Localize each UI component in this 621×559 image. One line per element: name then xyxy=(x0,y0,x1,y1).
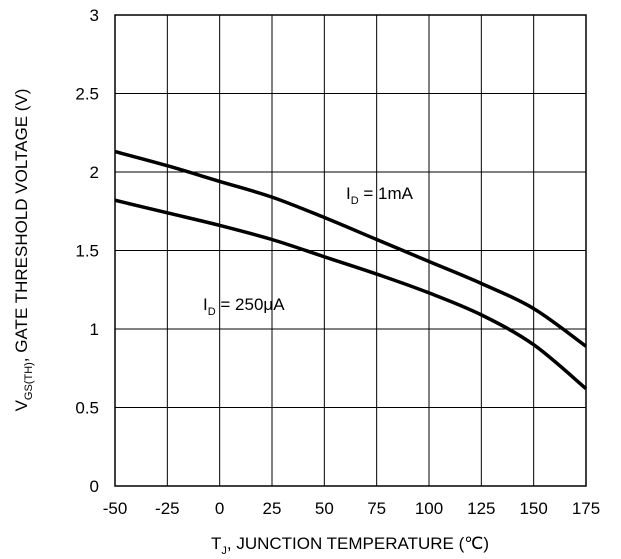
x-axis-label: TJ, JUNCTION TEMPERATURE (℃) xyxy=(211,534,489,557)
annotation-250ua: ID = 250μA xyxy=(203,295,285,318)
x-tick-label: 125 xyxy=(467,499,495,518)
y-tick-label: 0 xyxy=(90,477,99,496)
y-tick-labels: 0 0.5 1 1.5 2 2.5 3 xyxy=(75,6,99,496)
x-tick-label: 25 xyxy=(263,499,282,518)
grid xyxy=(115,15,586,486)
x-tick-label: 100 xyxy=(415,499,443,518)
series-line-id-1ma xyxy=(114,149,588,348)
x-tick-label: 0 xyxy=(215,499,224,518)
x-tick-label: 175 xyxy=(572,499,600,518)
y-tick-label: 3 xyxy=(90,6,99,25)
y-tick-label: 1 xyxy=(90,320,99,339)
y-tick-label: 0.5 xyxy=(75,399,99,418)
y-axis-label: VGS(TH), GATE THRESHOLD VOLTAGE (V) xyxy=(12,89,35,412)
x-tick-label: -25 xyxy=(155,499,180,518)
y-tick-label: 2.5 xyxy=(75,85,99,104)
plot-frame xyxy=(114,14,587,487)
y-tick-label: 1.5 xyxy=(75,242,99,261)
x-tick-label: 150 xyxy=(519,499,547,518)
x-tick-label: -50 xyxy=(103,499,128,518)
x-tick-label: 75 xyxy=(367,499,386,518)
y-tick-label: 2 xyxy=(90,163,99,182)
series-line-id-250ua xyxy=(114,198,588,390)
annotation-1ma: ID = 1mA xyxy=(346,184,414,207)
x-tick-label: 50 xyxy=(315,499,334,518)
series-layer xyxy=(114,149,588,390)
x-tick-labels: -50 -25 0 25 50 75 100 125 150 175 xyxy=(103,499,600,518)
